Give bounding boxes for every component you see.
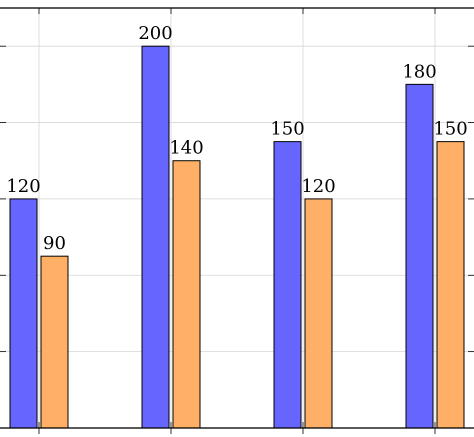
bar-series2-group1: [40, 255, 69, 429]
data-labels: 120 200 150 180 90 140 120 150: [6, 23, 467, 254]
value-label-series2-group3: 120: [301, 176, 335, 197]
plot-frame: [0, 7, 474, 429]
value-label-series2-group4: 150: [433, 119, 467, 140]
value-label-series1-group2: 200: [138, 23, 172, 44]
value-label-series1-group1: 120: [6, 176, 40, 197]
bar-series1-group4: [405, 83, 434, 429]
bar-series2-group4: [436, 141, 465, 429]
value-label-series1-group3: 150: [270, 119, 304, 140]
grid-lines: [0, 8, 474, 428]
bar-series1-group3: [273, 141, 302, 429]
bar-series2-group2: [172, 160, 201, 429]
bar-marks: [9, 45, 465, 429]
bar-series1-group2: [141, 45, 170, 429]
bar-series1-group1: [9, 198, 38, 429]
value-label-series2-group1: 90: [43, 233, 66, 254]
bar-series2-group3: [304, 198, 333, 429]
value-label-series2-group2: 140: [169, 138, 203, 159]
value-label-series1-group4: 180: [402, 61, 436, 82]
